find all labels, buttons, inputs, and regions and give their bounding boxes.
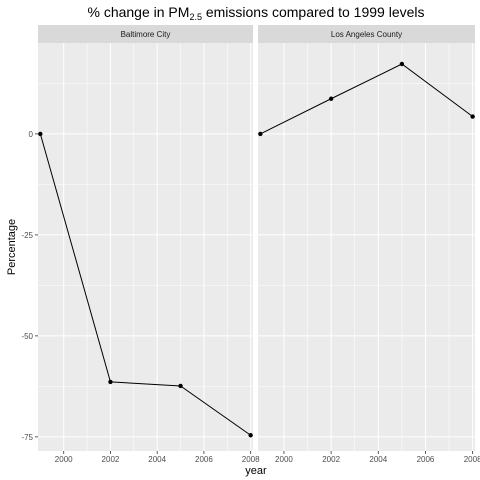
x-tick-label: 2008: [242, 455, 260, 464]
series-line-0: [39, 133, 251, 436]
data-point: [470, 114, 475, 119]
chart-title-prefix: % change in PM: [87, 4, 189, 20]
x-tick-label: 2006: [195, 455, 213, 464]
chart-title-suffix: emissions compared to 1999 levels: [202, 4, 425, 20]
x-tick-label: 2000: [275, 455, 293, 464]
facet-panel-1: Los Angeles County 2000 2002 2004 2006 2008: [258, 25, 480, 464]
data-point: [328, 96, 334, 101]
x-tick-label: 2004: [369, 455, 387, 464]
y-tick-label: -25: [21, 231, 33, 240]
facet-panel-0: Baltimore City 2000 2002 2004 2006 2008 0 -25 -5…: [21, 25, 260, 464]
y-axis-title: Percentage: [6, 219, 18, 275]
data-point: [38, 131, 43, 137]
facet-strip-label-0: Baltimore City: [121, 30, 171, 39]
y-tick-label: 0: [29, 130, 34, 139]
x-axis-title: year: [245, 465, 267, 477]
x-tick-label: 2000: [55, 455, 73, 464]
chart-title-subscript: 2.5: [189, 12, 202, 22]
series-line-1: [260, 63, 473, 135]
x-tick-label: 2002: [102, 455, 120, 464]
x-tick-label: 2008: [464, 455, 480, 464]
x-tick-label: 2006: [417, 455, 435, 464]
facet-strip-0: [38, 25, 253, 43]
facet-strip-label-1: Los Angeles County: [331, 30, 402, 39]
data-point: [399, 61, 405, 67]
data-point: [258, 131, 263, 137]
panel-background-1: [258, 43, 475, 451]
x-tick-label: 2004: [148, 455, 166, 464]
y-tick-label: -50: [21, 332, 33, 341]
facet-panels: Baltimore City 2000 2002 2004 2006 2008 0 -25 -5…: [21, 25, 480, 464]
data-point: [108, 379, 113, 385]
facet-strip-1: [258, 25, 475, 43]
chart-title: % change in PM2.5 emissions compared to …: [87, 4, 424, 22]
panel-background-0: [38, 43, 253, 451]
data-point: [178, 383, 183, 389]
y-tick-label: -75: [21, 433, 33, 442]
x-tick-label: 2002: [322, 455, 340, 464]
data-point: [248, 433, 253, 438]
